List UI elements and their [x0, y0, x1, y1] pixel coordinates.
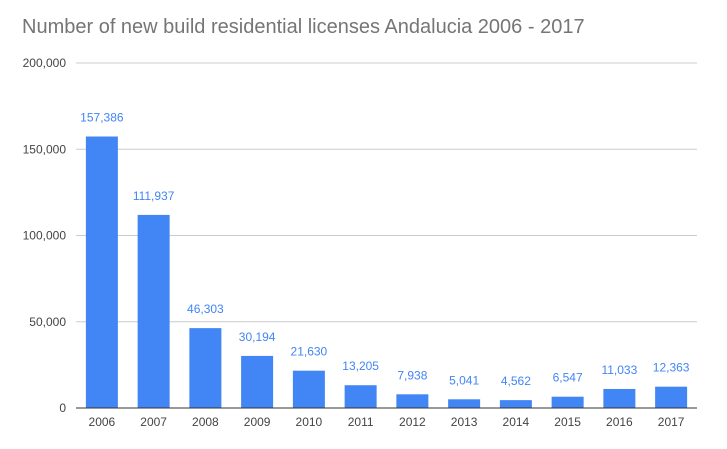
x-tick-label: 2008 — [192, 415, 219, 429]
bar — [189, 328, 222, 408]
y-tick-label: 150,000 — [23, 142, 67, 156]
x-tick-label: 2010 — [296, 415, 323, 429]
bar — [292, 370, 325, 408]
data-label: 4,562 — [501, 374, 531, 388]
x-tick-label: 2015 — [554, 415, 581, 429]
x-tick-label: 2007 — [140, 415, 167, 429]
data-label: 157,386 — [80, 111, 124, 125]
x-tick-label: 2012 — [399, 415, 426, 429]
data-label: 46,303 — [187, 302, 224, 316]
data-label: 30,194 — [239, 330, 276, 344]
bar — [85, 136, 118, 408]
y-tick-label: 50,000 — [29, 315, 66, 329]
data-label: 21,630 — [291, 345, 328, 359]
data-label: 5,041 — [449, 373, 479, 387]
data-label: 7,938 — [397, 368, 427, 382]
bar — [241, 355, 274, 408]
y-tick-label: 200,000 — [23, 56, 67, 70]
bar — [499, 400, 532, 408]
bar — [551, 396, 584, 408]
bar — [137, 214, 170, 408]
data-label: 6,547 — [553, 371, 583, 385]
x-tick-label: 2009 — [244, 415, 271, 429]
x-tick-label: 2016 — [606, 415, 633, 429]
bar — [396, 394, 429, 408]
bar — [344, 385, 377, 408]
data-label: 11,033 — [601, 363, 637, 377]
y-tick-label: 0 — [59, 401, 66, 415]
x-tick-label: 2014 — [503, 415, 530, 429]
y-tick-label: 100,000 — [23, 229, 67, 243]
x-tick-label: 2013 — [451, 415, 478, 429]
data-label: 13,205 — [342, 359, 379, 373]
bar — [448, 399, 481, 408]
data-label: 111,937 — [133, 189, 175, 203]
x-tick-label: 2017 — [658, 415, 685, 429]
data-label: 12,363 — [653, 361, 690, 375]
x-tick-label: 2011 — [348, 415, 374, 429]
chart-title: Number of new build residential licenses… — [22, 16, 585, 38]
x-tick-label: 2006 — [89, 415, 116, 429]
bar — [603, 388, 636, 408]
bar — [655, 386, 688, 408]
